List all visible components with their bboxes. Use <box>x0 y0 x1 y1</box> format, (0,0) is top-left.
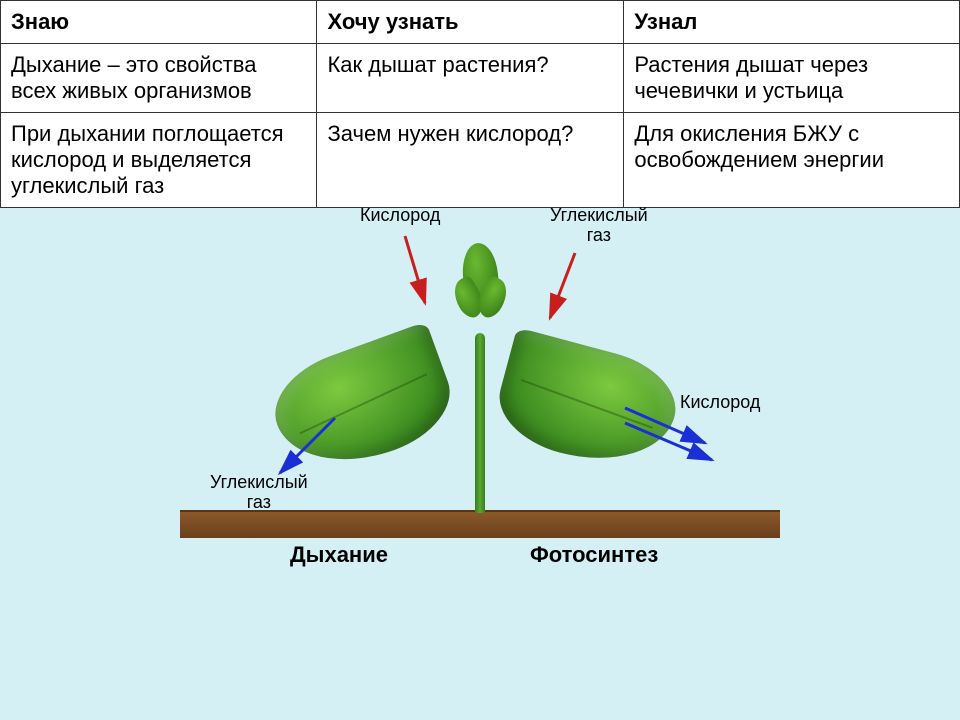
cell-know-2: При дыхании поглощается кислород и выдел… <box>1 113 317 208</box>
cell-learned-1: Растения дышат через чечевички и устьица <box>624 44 960 113</box>
cell-want-2: Зачем нужен кислород? <box>317 113 624 208</box>
col-know: Знаю <box>1 1 317 44</box>
process-respiration: Дыхание <box>290 542 388 568</box>
label-oxygen-bottom: Кислород <box>680 393 760 413</box>
cell-know-1: Дыхание – это свойства всех живых органи… <box>1 44 317 113</box>
cell-want-1: Как дышат растения? <box>317 44 624 113</box>
arrow-oxygen-in <box>405 236 425 303</box>
label-co2-bottom: Углекислый газ <box>210 473 308 513</box>
cell-learned-2: Для окисления БЖУ с освобождением энерги… <box>624 113 960 208</box>
table-header-row: Знаю Хочу узнать Узнал <box>1 1 960 44</box>
col-learned: Узнал <box>624 1 960 44</box>
process-photosynthesis: Фотосинтез <box>530 542 658 568</box>
leaf-left <box>261 321 463 484</box>
leaf-right <box>489 327 687 479</box>
stem <box>475 333 485 513</box>
label-oxygen-top: Кислород <box>360 206 440 226</box>
diagram-area: Кислород Углекислый газ Углекислый газ К… <box>0 208 960 568</box>
soil <box>180 510 780 538</box>
col-want: Хочу узнать <box>317 1 624 44</box>
table-row: Дыхание – это свойства всех живых органи… <box>1 44 960 113</box>
label-co2-top: Углекислый газ <box>550 206 648 246</box>
table-row: При дыхании поглощается кислород и выдел… <box>1 113 960 208</box>
plant-diagram: Кислород Углекислый газ Углекислый газ К… <box>180 198 780 568</box>
kwl-table: Знаю Хочу узнать Узнал Дыхание – это сво… <box>0 0 960 208</box>
arrow-co2-in <box>550 253 575 318</box>
